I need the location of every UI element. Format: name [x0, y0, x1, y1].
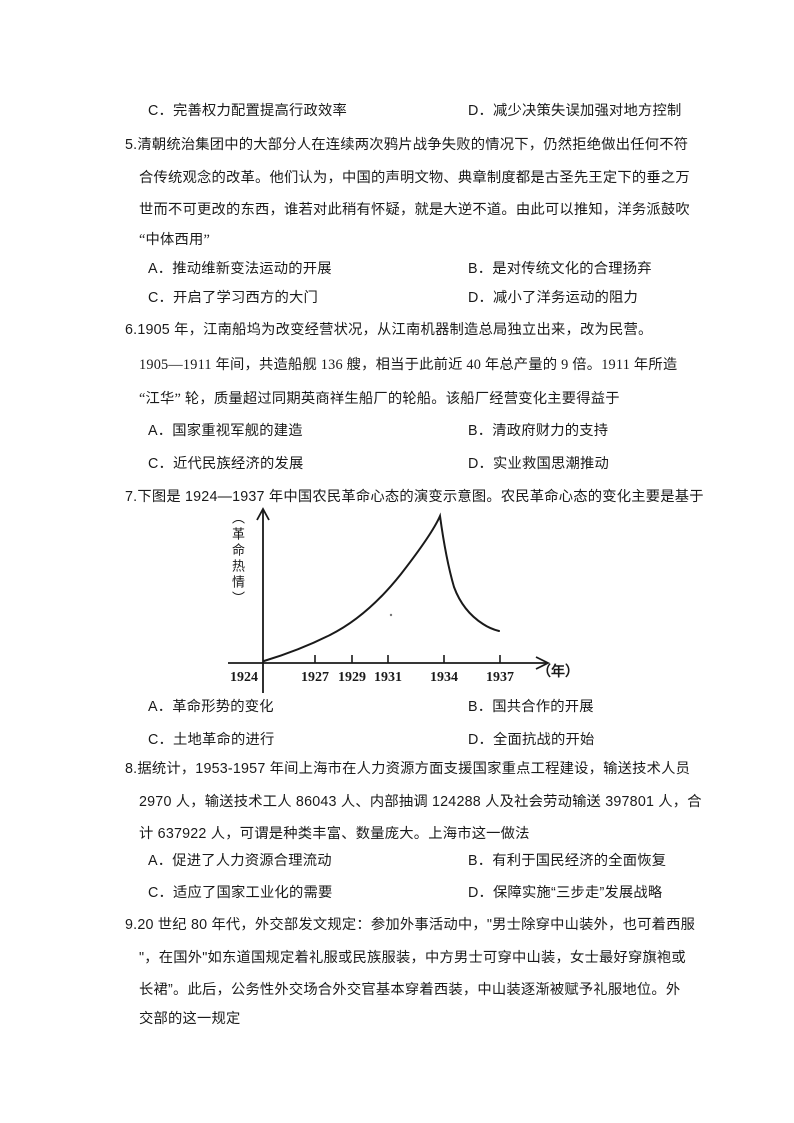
x-tick-label-1931: 1931	[374, 670, 402, 685]
q8-option-d: D．保障实施“三步走”发展战略	[468, 885, 663, 901]
q6-option-b: B．清政府财力的支持	[468, 423, 609, 439]
x-tick-label-1924: 1924	[230, 670, 258, 685]
q4-option-d: D．减少决策失误加强对地方控制	[468, 103, 682, 119]
q6-line-2: 1905—1911 年间，共造船舰 136 艘，相当于此前近 40 年总产量的 …	[139, 357, 678, 373]
q8-option-b: B．有利于国民经济的全面恢复	[468, 853, 667, 869]
q7-option-d: D．全面抗战的开始	[468, 732, 595, 748]
q7-option-b: B．国共合作的开展	[468, 699, 594, 715]
q4-option-c: C．完善权力配置提高行政效率	[148, 103, 347, 119]
q8-line-3: 计 637922 人，可谓是种类丰富、数量庞大。上海市这一做法	[139, 826, 530, 842]
y-axis-label: （革命热情）	[230, 511, 245, 607]
q8-line-1: 8.据统计，1953-1957 年间上海市在人力资源方面支援国家重点工程建设，输…	[125, 761, 691, 777]
q5-option-c: C．开启了学习西方的大门	[148, 290, 318, 306]
enthusiasm-line-chart: 1924 1927 1929 1931 1934 1937 （年）	[228, 507, 579, 693]
x-axis-arrow-icon	[535, 656, 551, 670]
q5-option-a: A．推动维新变法运动的开展	[148, 261, 332, 277]
q5-line-4: “中体西用”	[139, 232, 211, 248]
x-axis-unit-label: （年）	[537, 663, 579, 680]
q5-option-d: D．减小了洋务运动的阻力	[468, 290, 638, 306]
q9-line-1: 9.20 世纪 80 年代，外交部发文规定：参加外事活动中，"男士除穿中山装外，…	[125, 917, 696, 933]
x-tick-label-1927: 1927	[301, 670, 329, 685]
q6-option-a: A．国家重视军舰的建造	[148, 423, 303, 439]
q6-option-d: D．实业救国思潮推动	[468, 456, 609, 472]
q7-option-a: A．革命形势的变化	[148, 699, 274, 715]
enthusiasm-curve	[263, 512, 500, 662]
q5-line-3: 世而不可更改的东西，谁若对此稍有怀疑，就是大逆不道。由此可以推知，洋务派鼓吹	[139, 202, 690, 218]
x-tick-label-1934: 1934	[430, 670, 458, 685]
q6-line-3: “江华” 轮，质量超过同期英商祥生船厂的轮船。该船厂经营变化主要得益于	[139, 391, 620, 407]
scan-speck-dot	[389, 613, 393, 617]
x-tick-label-1929: 1929	[338, 670, 366, 685]
q6-option-c: C．近代民族经济的发展	[148, 456, 304, 472]
q6-line-1: 6.1905 年，江南船坞为改变经营状况，从江南机器制造总局独立出来，改为民营。	[125, 322, 653, 338]
q7-chart-figure: 1924 1927 1929 1931 1934 1937 （年） （革命热情）	[180, 503, 610, 701]
q8-option-c: C．适应了国家工业化的需要	[148, 885, 333, 901]
q5-option-b: B．是对传统文化的合理扬弃	[468, 261, 652, 277]
q5-line-1: 5.清朝统治集团中的大部分人在连续两次鸦片战争失败的情况下，仍然拒绝做出任何不符	[125, 137, 689, 153]
x-axis-ticks	[314, 655, 501, 663]
q9-line-3: 长裙”。此后，公务性外交场合外交官基本穿着西装，中山装逐渐被赋予礼服地位。外	[139, 982, 681, 998]
x-tick-label-1937: 1937	[486, 670, 514, 685]
q9-line-2: "，在国外"如东道国规定着礼服或民族服装，中方男士可穿中山装，女士最好穿旗袍或	[139, 950, 686, 966]
q7-line-1: 7.下图是 1924—1937 年中国农民革命心态的演变示意图。农民革命心态的变…	[125, 489, 704, 505]
q7-option-c: C．土地革命的进行	[148, 732, 275, 748]
y-axis-arrow-icon	[256, 507, 270, 521]
q8-line-2: 2970 人，输送技术工人 86043 人、内部抽调 124288 人及社会劳动…	[139, 794, 702, 810]
q8-option-a: A．促进了人力资源合理流动	[148, 853, 332, 869]
q9-line-4: 交部的这一规定	[139, 1011, 241, 1027]
q5-line-2: 合传统观念的改革。他们认为，中国的声明文物、典章制度都是古圣先王定下的垂之万	[139, 170, 690, 186]
